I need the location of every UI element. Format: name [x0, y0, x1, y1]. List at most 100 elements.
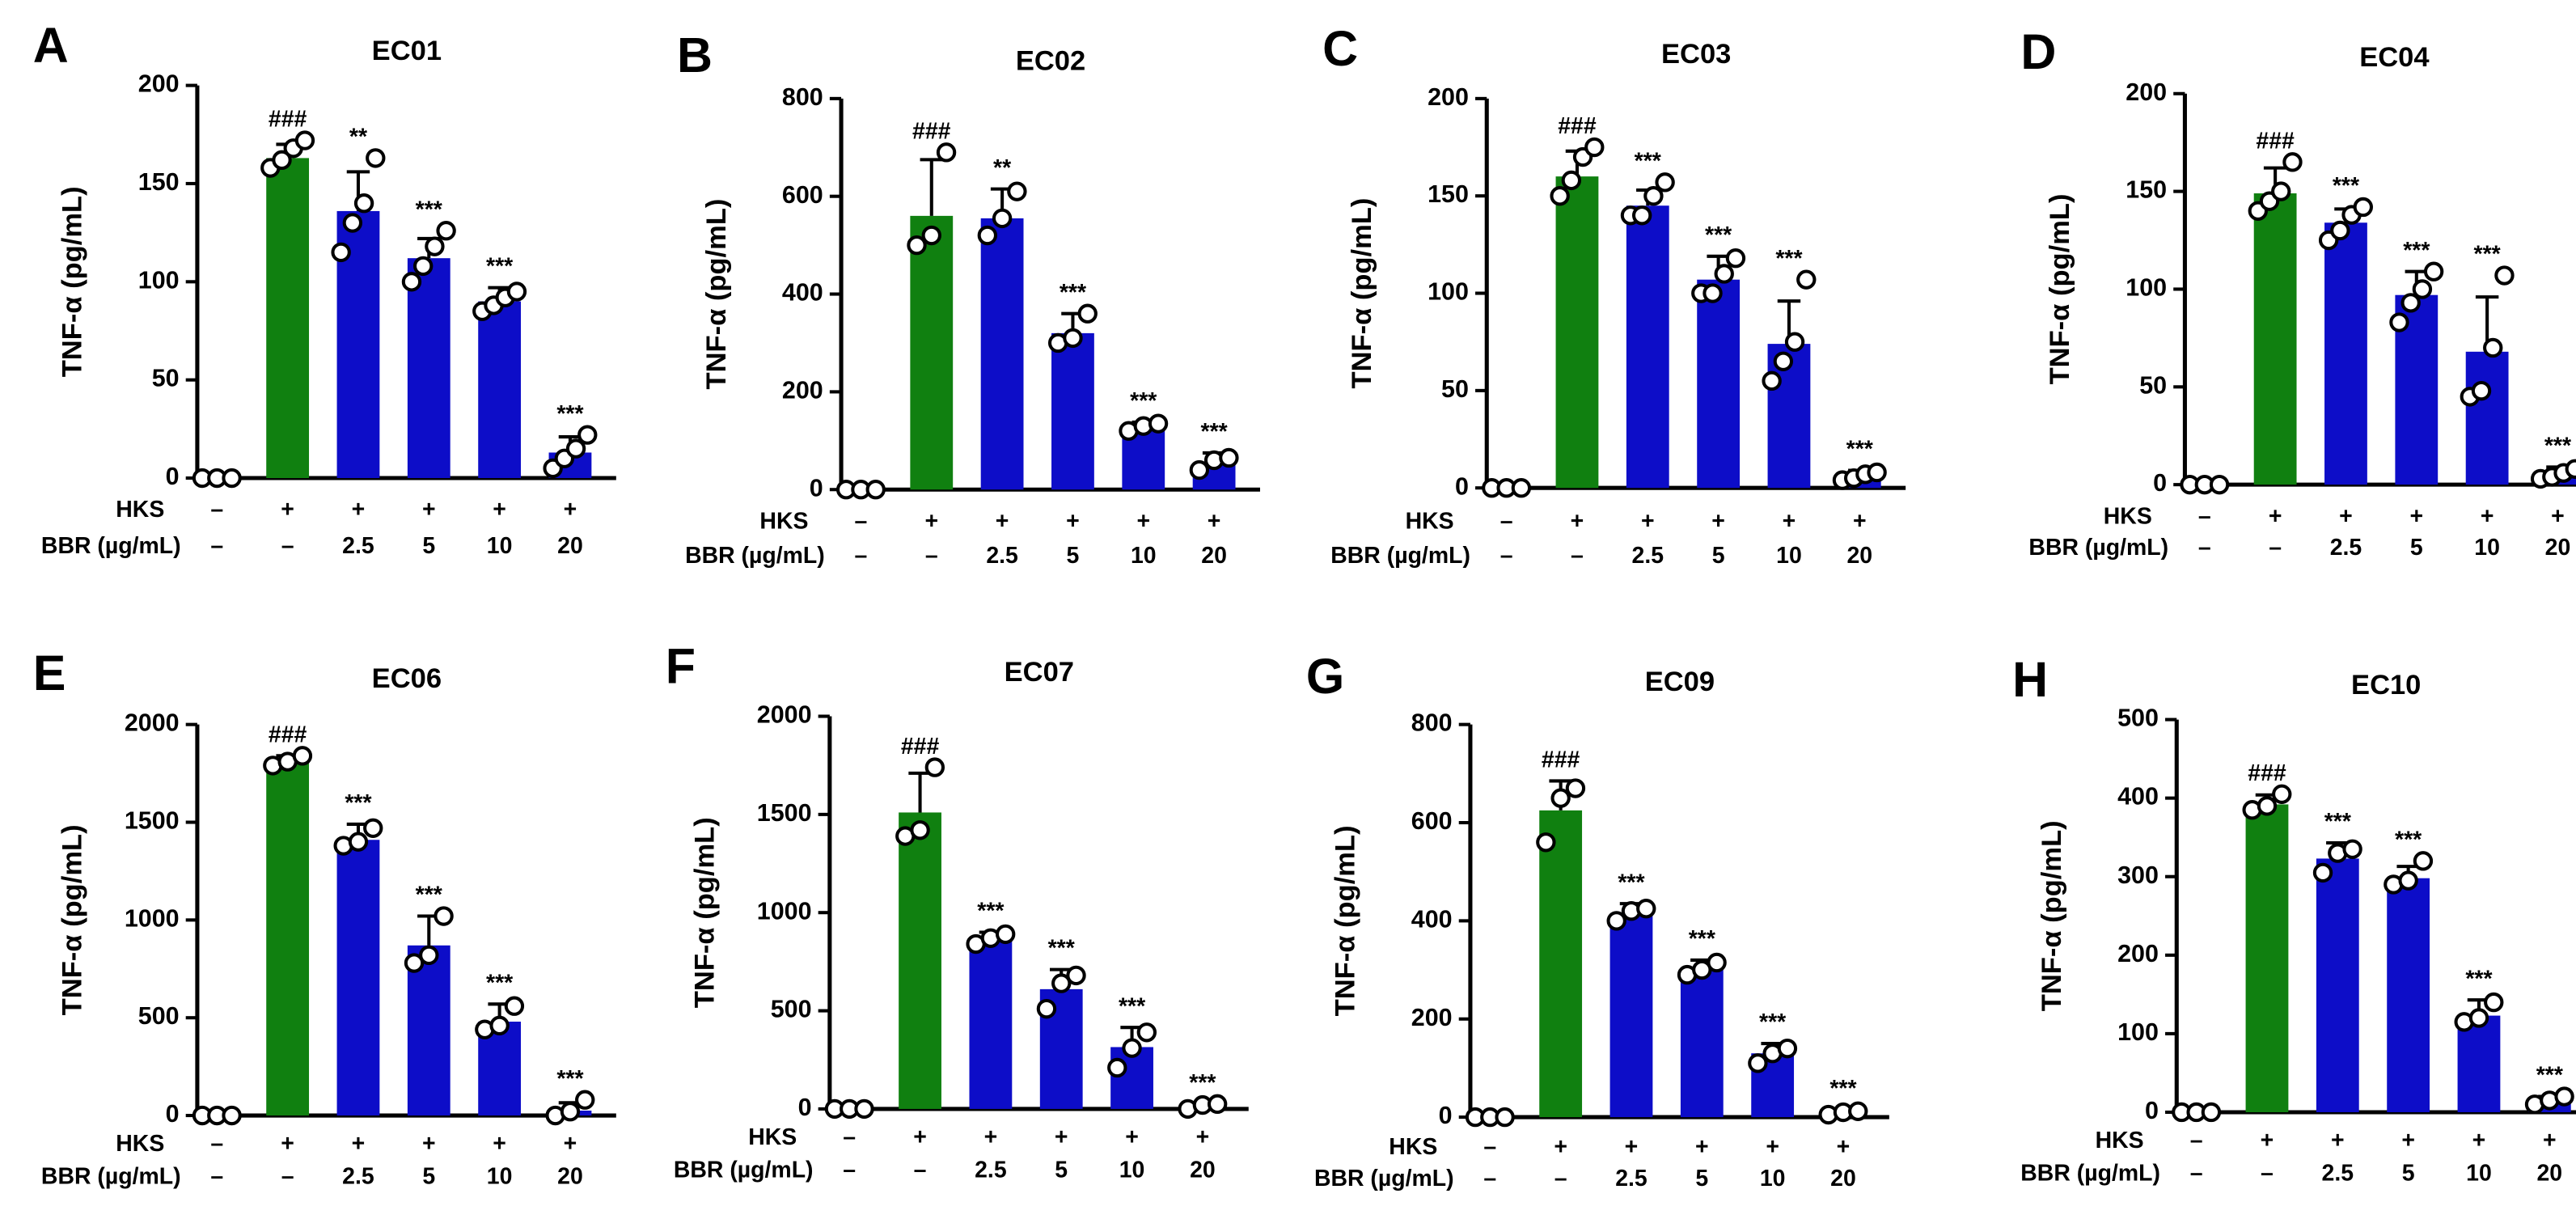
- y-axis-label: TNF-α (pg/mL): [57, 824, 88, 1015]
- y-tick-label: 600: [1411, 807, 1453, 835]
- hks-sign: +: [2472, 1128, 2486, 1153]
- chart-title: EC10: [2351, 670, 2421, 701]
- y-axis-label: TNF-α (pg/mL): [701, 199, 732, 390]
- hks-sign: –: [2198, 503, 2211, 529]
- y-tick-label: 500: [771, 996, 812, 1023]
- significance: ###: [269, 722, 307, 747]
- significance: ***: [486, 254, 514, 280]
- y-tick-label: 0: [1439, 1102, 1453, 1129]
- data-point: [292, 746, 313, 766]
- hks-sign: +: [1695, 1134, 1709, 1160]
- data-point: [2353, 197, 2373, 218]
- y-tick-label: 0: [166, 463, 180, 490]
- data-point: [575, 1090, 595, 1110]
- data-point: [921, 225, 941, 246]
- bar: [1539, 810, 1583, 1118]
- bbr-dose: –: [210, 1164, 223, 1190]
- hks-sign: +: [422, 1131, 436, 1157]
- bbr-dose: –: [925, 543, 938, 569]
- row-label: HKS: [759, 508, 808, 534]
- data-point: [2282, 152, 2303, 172]
- data-point: [2398, 870, 2418, 891]
- data-point: [419, 945, 439, 966]
- significance: ***: [2324, 809, 2352, 835]
- significance: ***: [2395, 827, 2422, 853]
- bbr-dose: 2.5: [342, 533, 374, 559]
- bbr-dose: 20: [557, 533, 583, 559]
- y-tick-label: 0: [2145, 1097, 2159, 1124]
- bbr-dose: 20: [1830, 1166, 1856, 1191]
- significance: **: [349, 125, 368, 150]
- significance: ***: [1635, 148, 1662, 174]
- data-point: [1636, 899, 1656, 919]
- bbr-dose: 5: [2402, 1161, 2415, 1187]
- hks-sign: –: [855, 508, 868, 534]
- chart-panel: G EC09 TNF-α (pg/mL) 0 200 400 600 800 HKS BBR (µ…: [1306, 649, 1889, 1191]
- chart-panel: A EC01 TNF-α (pg/mL) 0 50 100 150 200 HKS BBR (µg…: [33, 18, 616, 559]
- data-point: [2330, 220, 2350, 241]
- panel-letter: G: [1306, 649, 1344, 704]
- bbr-dose: –: [855, 543, 868, 569]
- bbr-dose: –: [914, 1158, 927, 1183]
- bar: [336, 840, 380, 1116]
- bar: [2324, 222, 2367, 485]
- data-point: [1550, 788, 1571, 808]
- bbr-dose: 20: [1190, 1158, 1216, 1183]
- data-point: [1148, 413, 1169, 434]
- bbr-dose: –: [1571, 543, 1584, 569]
- data-point: [1066, 965, 1086, 986]
- significance: ###: [912, 118, 951, 144]
- hks-sign: +: [984, 1124, 998, 1150]
- row-label: BBR (µg/mL): [2020, 1161, 2160, 1187]
- significance: ***: [1201, 419, 1229, 445]
- data-point: [1606, 911, 1626, 931]
- panel-letter: E: [33, 645, 66, 701]
- bar: [266, 158, 310, 479]
- bbr-dose: 2.5: [986, 543, 1018, 569]
- data-point: [1707, 952, 1727, 973]
- data-point: [1565, 778, 1586, 798]
- row-label: BBR (µg/mL): [674, 1158, 814, 1183]
- data-point: [1725, 248, 1746, 269]
- chart-panel: C EC03 TNF-α (pg/mL) 0 50 100 150 200 HKS BBR (µg…: [1322, 21, 1906, 569]
- data-point: [1867, 462, 1887, 483]
- chart-title: EC04: [2359, 42, 2430, 73]
- significance: ###: [2248, 760, 2286, 786]
- data-point: [1136, 1022, 1157, 1043]
- data-point: [1655, 172, 1675, 193]
- data-point: [2423, 261, 2444, 281]
- y-tick-label: 500: [138, 1002, 180, 1030]
- data-point: [2271, 181, 2291, 201]
- bbr-dose: 10: [2474, 535, 2500, 561]
- data-point: [1748, 1053, 1768, 1073]
- row-label: HKS: [1389, 1134, 1437, 1160]
- y-axis-label: TNF-α (pg/mL): [690, 817, 721, 1008]
- data-point: [1643, 186, 1664, 206]
- bbr-dose: 20: [1201, 543, 1227, 569]
- bbr-dose: 10: [487, 533, 513, 559]
- data-point: [1631, 205, 1652, 226]
- y-tick-label: 200: [1428, 83, 1469, 111]
- hks-sign: +: [1853, 508, 1867, 534]
- bar: [2245, 804, 2289, 1112]
- bbr-dose: 10: [1131, 543, 1157, 569]
- data-point: [1219, 447, 1239, 468]
- y-axis-label: TNF-α (pg/mL): [57, 186, 88, 377]
- panel-letter: F: [666, 639, 696, 694]
- significance: ***: [416, 883, 443, 908]
- data-point: [977, 225, 998, 246]
- data-point: [1036, 998, 1057, 1019]
- data-point: [2312, 862, 2333, 883]
- chart-panel: D EC04 TNF-α (pg/mL) 0 50 100 150 200 HKS BBR (µg…: [2020, 24, 2576, 561]
- bbr-dose: 5: [2410, 535, 2423, 561]
- data-point: [348, 832, 369, 852]
- significance: ***: [1775, 246, 1803, 272]
- y-tick-label: 400: [2117, 783, 2159, 811]
- significance: ***: [486, 970, 514, 996]
- hks-sign: +: [2551, 503, 2565, 529]
- bbr-dose: 5: [1695, 1166, 1708, 1191]
- bbr-dose: 5: [422, 1164, 435, 1190]
- hks-sign: +: [352, 497, 366, 523]
- bbr-dose: –: [2198, 535, 2211, 561]
- row-label: HKS: [2104, 503, 2152, 529]
